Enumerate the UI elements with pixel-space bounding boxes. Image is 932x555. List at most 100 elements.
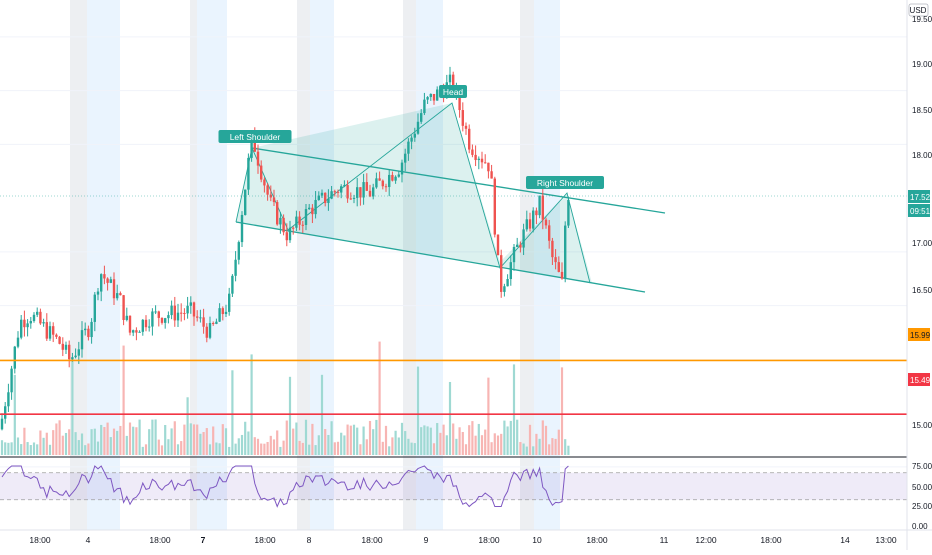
time-tick-9: 10 xyxy=(532,535,542,545)
volume-bar xyxy=(122,345,125,455)
volume-bar xyxy=(196,424,199,455)
candle-body xyxy=(100,274,103,292)
candle-body xyxy=(314,199,317,215)
volume-bar xyxy=(519,442,522,455)
volume-bar xyxy=(298,440,301,455)
candle-body xyxy=(506,279,509,287)
candle-body xyxy=(285,232,288,241)
pattern-label-1: Head xyxy=(443,87,464,97)
candle-body xyxy=(429,93,432,98)
candle-body xyxy=(541,195,544,220)
y-axis-tick-0: 19.50 xyxy=(912,15,932,24)
volume-bar xyxy=(426,426,429,455)
volume-bar xyxy=(58,420,61,455)
candle-body xyxy=(135,330,138,333)
candle-body xyxy=(346,185,349,199)
candle-body xyxy=(39,311,42,324)
volume-bar xyxy=(333,442,336,455)
candle-body xyxy=(484,162,487,164)
time-tick-12: 12:00 xyxy=(695,535,717,545)
volume-bar xyxy=(260,443,263,455)
candle-body xyxy=(327,198,330,203)
volume-bar xyxy=(461,431,464,455)
candle-body xyxy=(103,274,106,279)
candle-body xyxy=(551,240,554,258)
session-band-0 xyxy=(70,0,87,530)
candle-body xyxy=(122,295,125,320)
time-tick-2: 18:00 xyxy=(149,535,171,545)
volume-bar xyxy=(496,435,500,455)
price-label-bg xyxy=(908,190,930,203)
volume-bar xyxy=(154,419,157,455)
volume-bar xyxy=(292,428,295,455)
volume-bar xyxy=(4,442,7,455)
volume-bar xyxy=(330,421,333,455)
candle-body xyxy=(407,141,410,154)
volume-bar xyxy=(464,444,468,455)
candle-body xyxy=(519,244,522,248)
time-tick-7: 9 xyxy=(424,535,429,545)
volume-bar xyxy=(378,341,381,455)
volume-bar xyxy=(375,419,378,455)
candle-body xyxy=(68,344,71,360)
candle-body xyxy=(525,219,528,230)
volume-bar xyxy=(304,419,308,455)
candle-body xyxy=(528,219,532,229)
candle-body xyxy=(180,312,183,314)
candle-body xyxy=(279,217,282,225)
volume-bar xyxy=(176,444,180,455)
candle-body xyxy=(167,315,170,319)
y-axis-tick-5: 16.50 xyxy=(912,286,932,295)
candle-body xyxy=(349,198,352,200)
volume-bar xyxy=(416,366,420,455)
volume-bar xyxy=(247,431,250,455)
time-tick-14: 14 xyxy=(840,535,850,545)
candle-body xyxy=(404,153,407,163)
candle-body xyxy=(336,191,340,193)
candle-body xyxy=(532,210,535,229)
candle-body xyxy=(186,305,189,314)
candle-body xyxy=(93,294,96,322)
volume-bar xyxy=(244,421,247,455)
volume-bar xyxy=(199,433,202,455)
volume-bar xyxy=(391,437,394,455)
candle-body xyxy=(391,174,394,181)
volume-bar xyxy=(317,435,320,455)
candle-body xyxy=(256,151,260,166)
candle-body xyxy=(298,216,301,225)
session-band-6 xyxy=(403,0,416,530)
volume-bar xyxy=(564,439,567,455)
candle-body xyxy=(516,244,519,247)
candle-body xyxy=(42,322,45,324)
volume-bar xyxy=(74,432,77,455)
candle-body xyxy=(154,311,157,313)
volume-bar xyxy=(528,424,532,455)
rsi-tick-2: 25.00 xyxy=(912,502,932,511)
candle-body xyxy=(317,195,320,200)
volume-bar xyxy=(68,429,71,455)
volume-bar xyxy=(148,429,151,455)
candle-body xyxy=(138,331,141,333)
volume-bar xyxy=(340,432,343,455)
candle-body xyxy=(77,349,80,356)
pattern-label-bg xyxy=(526,176,604,189)
volume-bar xyxy=(202,432,205,455)
candle-body xyxy=(128,315,132,333)
volume-bar xyxy=(80,433,84,455)
volume-bar xyxy=(448,381,452,455)
candle-body xyxy=(36,311,39,315)
volume-bar xyxy=(336,441,340,455)
candle-body xyxy=(196,316,199,318)
volume-bar xyxy=(266,441,269,455)
candle-body xyxy=(388,174,391,188)
volume-bar xyxy=(212,426,215,455)
channel-upper-line xyxy=(251,147,666,214)
candle-body xyxy=(432,93,436,101)
volume-bar xyxy=(324,429,327,455)
candle-body xyxy=(151,311,154,327)
candle-body xyxy=(74,355,77,358)
volume-bar xyxy=(311,423,314,455)
volume-bar xyxy=(471,421,474,455)
